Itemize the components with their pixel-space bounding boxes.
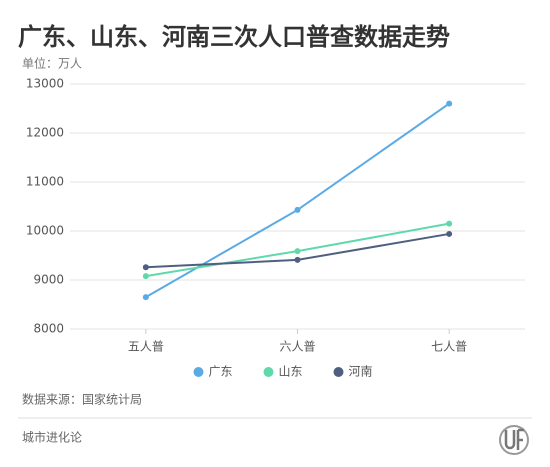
data-point — [446, 230, 453, 237]
y-tick-label: 10000 — [26, 224, 64, 238]
chart-title: 广东、山东、河南三次人口普查数据走势 — [18, 23, 450, 51]
x-tick-label: 七人普 — [431, 340, 467, 354]
legend-label: 山东 — [279, 365, 303, 379]
logo — [499, 425, 529, 455]
legend-marker — [263, 367, 274, 377]
legend-marker — [193, 367, 204, 377]
data-point — [142, 264, 149, 271]
y-tick-label: 11000 — [26, 175, 64, 189]
data-point — [294, 248, 301, 255]
data-point — [446, 220, 453, 227]
data-point — [294, 256, 301, 263]
legend-label: 河南 — [349, 364, 373, 379]
y-tick-label: 12000 — [26, 126, 64, 140]
footer: 城市进化论 — [22, 430, 82, 445]
x-tick-label: 六人普 — [279, 340, 315, 354]
data-point — [142, 273, 149, 280]
source: 数据来源：国家统计局 — [22, 392, 142, 407]
legend-label: 广东 — [209, 365, 233, 379]
legend-marker — [333, 367, 344, 377]
y-tick-label: 13000 — [26, 77, 64, 91]
y-tick-label: 9000 — [33, 273, 64, 287]
data-point — [294, 206, 301, 213]
data-point — [142, 294, 149, 301]
data-point — [446, 100, 453, 107]
x-tick-label: 五人普 — [128, 340, 164, 354]
chart-subtitle: 单位：万人 — [22, 56, 82, 71]
y-tick-label: 8000 — [33, 322, 64, 336]
